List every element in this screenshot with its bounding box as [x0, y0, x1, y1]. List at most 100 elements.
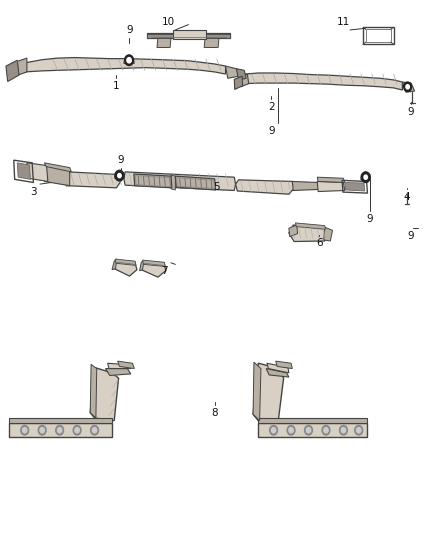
Polygon shape	[10, 418, 112, 423]
Text: 9: 9	[366, 214, 373, 224]
Circle shape	[322, 425, 330, 435]
Polygon shape	[361, 174, 371, 180]
Circle shape	[304, 425, 312, 435]
Polygon shape	[112, 259, 117, 270]
Text: 9: 9	[408, 231, 414, 241]
Polygon shape	[27, 163, 48, 181]
Polygon shape	[403, 82, 415, 92]
Circle shape	[57, 427, 62, 433]
Polygon shape	[124, 58, 134, 63]
Text: 9: 9	[126, 25, 133, 35]
Polygon shape	[118, 361, 134, 368]
Polygon shape	[62, 172, 121, 188]
Text: 4: 4	[403, 192, 410, 203]
Circle shape	[92, 427, 97, 433]
Polygon shape	[295, 223, 325, 229]
Polygon shape	[245, 73, 403, 90]
Polygon shape	[253, 364, 284, 423]
Polygon shape	[324, 227, 332, 241]
Polygon shape	[226, 66, 239, 78]
Text: 7: 7	[161, 266, 168, 276]
Polygon shape	[17, 163, 30, 179]
Polygon shape	[345, 182, 365, 191]
Circle shape	[38, 425, 46, 435]
Text: 8: 8	[211, 408, 218, 418]
Circle shape	[270, 425, 278, 435]
Polygon shape	[234, 76, 243, 90]
Polygon shape	[143, 260, 165, 266]
Polygon shape	[289, 225, 329, 241]
Polygon shape	[317, 177, 345, 182]
Circle shape	[339, 425, 347, 435]
Polygon shape	[134, 174, 172, 188]
Polygon shape	[147, 34, 173, 38]
Circle shape	[125, 55, 134, 66]
Polygon shape	[157, 38, 171, 47]
Polygon shape	[44, 163, 71, 172]
Polygon shape	[141, 262, 166, 277]
Polygon shape	[253, 362, 261, 421]
Text: 10: 10	[162, 17, 175, 27]
Polygon shape	[237, 69, 246, 80]
Polygon shape	[12, 58, 27, 77]
Text: 11: 11	[337, 17, 350, 27]
Polygon shape	[140, 260, 144, 271]
Circle shape	[361, 172, 370, 182]
Polygon shape	[236, 180, 294, 194]
Circle shape	[127, 58, 131, 63]
Circle shape	[364, 175, 367, 179]
Circle shape	[355, 425, 363, 435]
Polygon shape	[114, 261, 137, 276]
Polygon shape	[240, 74, 249, 87]
Polygon shape	[115, 259, 136, 265]
Polygon shape	[289, 225, 297, 237]
Circle shape	[75, 427, 79, 433]
Circle shape	[118, 173, 121, 177]
Polygon shape	[171, 175, 175, 190]
Circle shape	[91, 425, 99, 435]
Polygon shape	[206, 34, 230, 38]
Text: 9: 9	[268, 126, 275, 136]
Text: 2: 2	[268, 102, 275, 112]
Polygon shape	[108, 364, 131, 368]
Circle shape	[306, 427, 311, 433]
Polygon shape	[147, 33, 230, 38]
Circle shape	[357, 427, 361, 433]
Polygon shape	[44, 165, 70, 185]
Polygon shape	[173, 30, 206, 39]
Circle shape	[287, 425, 295, 435]
Polygon shape	[10, 423, 112, 437]
Circle shape	[406, 85, 410, 89]
Circle shape	[40, 427, 44, 433]
Polygon shape	[90, 368, 119, 421]
Polygon shape	[292, 181, 319, 190]
Circle shape	[289, 427, 293, 433]
Circle shape	[22, 427, 27, 433]
Circle shape	[115, 170, 124, 181]
Text: 3: 3	[30, 187, 37, 197]
Polygon shape	[258, 418, 367, 423]
Polygon shape	[90, 365, 97, 418]
Polygon shape	[317, 181, 345, 191]
Circle shape	[272, 427, 276, 433]
Polygon shape	[267, 364, 289, 373]
Text: 1: 1	[113, 81, 120, 91]
Polygon shape	[106, 368, 131, 375]
Text: 5: 5	[213, 182, 220, 192]
Polygon shape	[124, 172, 236, 190]
Polygon shape	[6, 60, 19, 82]
Polygon shape	[25, 58, 226, 74]
Polygon shape	[175, 176, 215, 190]
Circle shape	[73, 425, 81, 435]
Circle shape	[324, 427, 328, 433]
Text: 6: 6	[316, 238, 323, 247]
Circle shape	[404, 82, 412, 92]
Circle shape	[341, 427, 346, 433]
Text: 9: 9	[117, 155, 124, 165]
Polygon shape	[276, 361, 292, 368]
Polygon shape	[266, 368, 289, 377]
Polygon shape	[115, 173, 124, 178]
Text: 9: 9	[408, 107, 414, 117]
Polygon shape	[204, 38, 219, 47]
Polygon shape	[258, 423, 367, 437]
